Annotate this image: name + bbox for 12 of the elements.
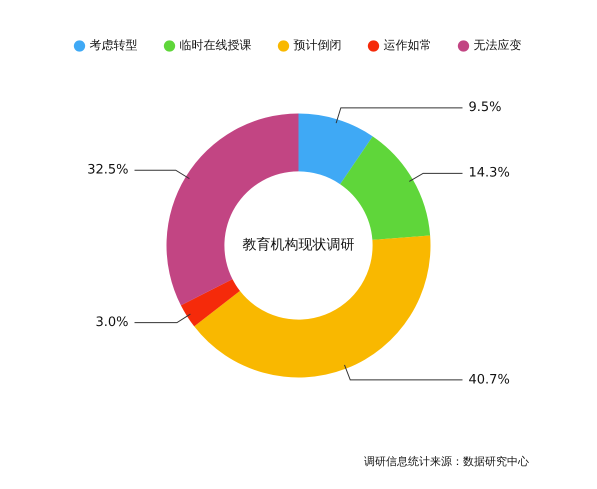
text: 教育机构现状调研 [242, 236, 354, 254]
text: 调研信息统计来源：数据研究中心 [364, 454, 529, 469]
data-label: 14.3% [468, 166, 510, 181]
data-label: 32.5% [87, 162, 128, 178]
legend-label: 临时在线授课 [180, 38, 252, 52]
legend-label: 考虑转型 [90, 38, 138, 52]
legend-label: 运作如常 [384, 38, 432, 52]
data-label: 3.0% [95, 315, 128, 330]
data-label: 40.7% [468, 372, 510, 388]
legend-label: 无法应变 [474, 38, 522, 52]
legend-label: 预计倒闭 [294, 38, 342, 52]
data-label: 9.5% [468, 100, 502, 116]
